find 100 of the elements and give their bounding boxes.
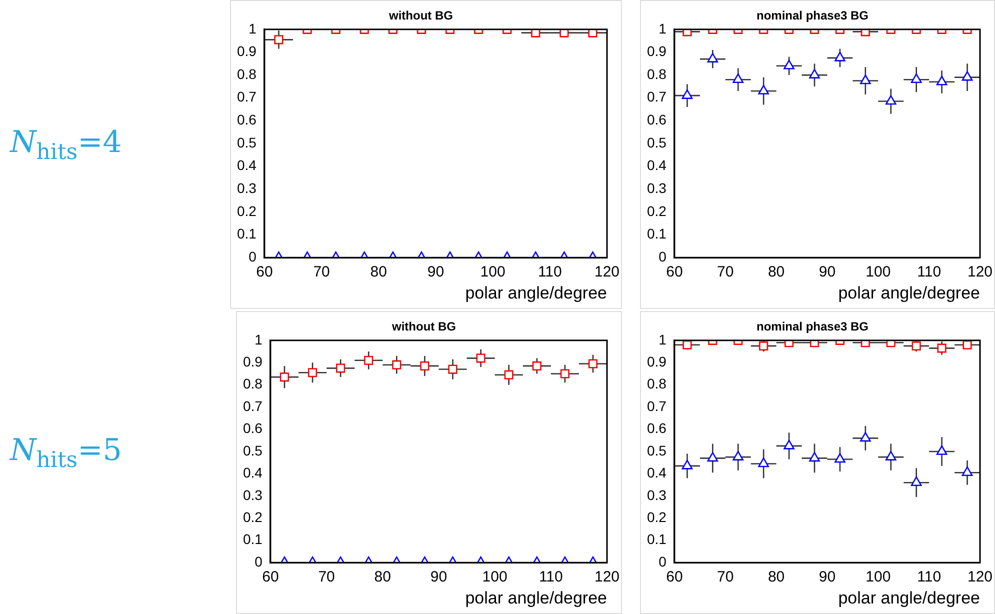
y-tick-label: 0.5 — [646, 442, 667, 458]
y-tick-label: 0.9 — [242, 353, 263, 370]
x-tick-label: 120 — [594, 264, 620, 281]
point — [962, 466, 973, 476]
point — [308, 368, 318, 378]
chart-title: without BG — [388, 8, 453, 23]
chart-title: nominal phase3 BG — [756, 8, 869, 23]
point — [784, 340, 794, 348]
y-tick-label: 0.9 — [646, 43, 667, 60]
point — [732, 450, 744, 460]
point — [860, 432, 871, 442]
x-tick-label: 80 — [768, 264, 785, 281]
point — [707, 452, 718, 462]
y-tick-label: 0.6 — [646, 420, 667, 436]
point — [504, 370, 514, 380]
y-tick-label: 0 — [658, 553, 667, 570]
point — [758, 458, 769, 468]
point — [937, 344, 946, 353]
y-tick-label: 0.1 — [646, 226, 667, 242]
point — [810, 340, 820, 348]
x-tick-label: 60 — [666, 264, 683, 281]
y-tick-label: 0.4 — [236, 157, 257, 174]
point — [280, 372, 290, 382]
x-tick-label: 90 — [818, 264, 836, 281]
y-tick-label: 0.1 — [242, 531, 263, 548]
y-tick-label: 0.2 — [646, 202, 667, 219]
x-tick-label: 80 — [768, 568, 785, 586]
y-tick-label: 1 — [254, 331, 263, 348]
x-axis-title: polar angle/degree — [465, 588, 607, 608]
x-tick-label: 120 — [967, 264, 993, 281]
y-tick-label: 0.4 — [646, 464, 667, 481]
y-tick-label: 0.4 — [242, 464, 263, 481]
y-tick-label: 0 — [248, 248, 257, 264]
text: N$_{hits}$=5 — [10, 432, 123, 472]
y-tick-label: 0.7 — [236, 88, 257, 105]
point — [588, 359, 598, 368]
x-tick-label: 110 — [917, 568, 942, 586]
x-tick-label: 90 — [430, 568, 448, 586]
y-tick-label: 0.2 — [646, 509, 667, 526]
y-tick-label: 1 — [248, 20, 257, 36]
y-tick-label: 0.5 — [646, 134, 667, 150]
point — [759, 341, 768, 350]
x-tick-label: 60 — [262, 568, 279, 586]
x-tick-label: 70 — [313, 264, 330, 281]
x-tick-label: 110 — [917, 264, 942, 281]
point — [476, 354, 486, 363]
point — [886, 340, 896, 348]
x-tick-label: 70 — [717, 264, 734, 281]
point — [336, 364, 346, 373]
x-axis-title: polar angle/degree — [838, 588, 980, 608]
y-tick-label: 0.8 — [236, 66, 257, 82]
y-tick-label: 0.7 — [242, 398, 263, 414]
y-tick-label: 0 — [254, 553, 263, 570]
x-tick-label: 110 — [538, 568, 563, 586]
y-tick-label: 0.6 — [236, 112, 257, 128]
y-tick-label: 0.3 — [646, 486, 667, 503]
y-tick-label: 0.9 — [646, 353, 667, 370]
y-tick-label: 0.5 — [236, 134, 257, 150]
y-tick-label: 0.8 — [646, 66, 667, 82]
point — [910, 476, 922, 486]
x-tick-label: 70 — [318, 568, 335, 586]
y-tick-label: 0.9 — [236, 43, 257, 60]
text: N$_{hits}$=4 — [10, 124, 123, 164]
y-tick-label: 0.7 — [646, 398, 667, 414]
y-tick-label: 0.6 — [242, 420, 263, 436]
y-tick-label: 0 — [658, 248, 667, 264]
point — [682, 460, 693, 470]
point — [860, 340, 870, 348]
y-tick-label: 1 — [658, 331, 667, 348]
x-tick-label: 120 — [967, 568, 993, 586]
chart-title: without BG — [391, 320, 456, 334]
x-tick-label: 120 — [594, 568, 620, 586]
point — [532, 361, 542, 370]
x-tick-label: 70 — [717, 568, 734, 586]
point — [809, 452, 820, 462]
y-tick-label: 0.3 — [242, 486, 263, 503]
x-tick-label: 100 — [866, 568, 891, 586]
x-axis-title: polar angle/degree — [465, 283, 607, 302]
y-tick-label: 0.3 — [236, 180, 257, 196]
y-tick-label: 0.8 — [242, 376, 263, 392]
x-tick-label: 60 — [256, 264, 273, 281]
x-tick-label: 110 — [538, 264, 562, 281]
x-axis-title: polar angle/degree — [838, 283, 980, 302]
y-tick-label: 1 — [658, 20, 667, 36]
point — [392, 360, 402, 370]
chart-title: nominal phase3 BG — [756, 320, 869, 334]
y-tick-label: 0.4 — [646, 157, 667, 174]
point — [912, 341, 921, 350]
y-tick-label: 0.1 — [236, 226, 257, 242]
point — [936, 445, 948, 455]
y-tick-label: 0.2 — [236, 202, 257, 219]
x-tick-label: 80 — [370, 264, 387, 281]
point — [364, 356, 374, 365]
y-tick-label: 0.7 — [646, 88, 667, 105]
x-tick-label: 90 — [818, 568, 836, 586]
point — [962, 340, 972, 350]
y-tick-label: 0.8 — [646, 376, 667, 392]
point — [885, 450, 896, 460]
y-tick-label: 0.2 — [242, 509, 263, 526]
point — [834, 453, 846, 463]
